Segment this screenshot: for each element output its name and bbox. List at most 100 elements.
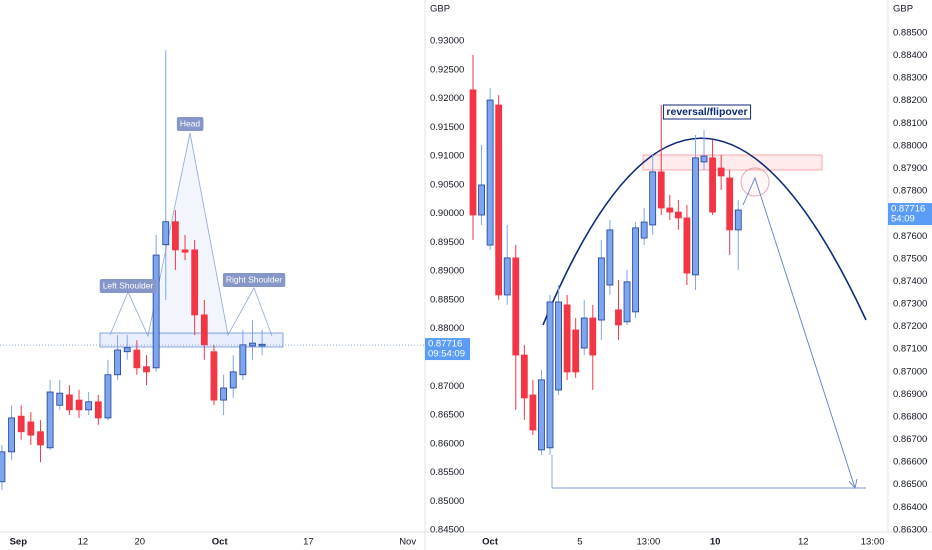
y-tick-label: 0.86300 [893,524,927,535]
candle-body [94,401,102,419]
panel: GBP 0.86300 0.86400 0.86500 0.86600 0.86700 0.… [469,4,932,548]
y-tick-label: 0.91500 [430,122,464,133]
x-tick-label: 13:00 [637,537,661,548]
candle-body [692,157,699,276]
arc [542,137,867,326]
candle-body [657,171,665,209]
candle-body [546,301,554,449]
y-tick-label: 0.85000 [430,496,464,507]
candle-body [503,257,511,296]
candle-body [133,349,141,369]
countdown-label: 09:54:09 [428,349,465,360]
y-tick-label: 0.87400 [893,276,927,287]
candle-body [726,177,734,231]
panel: GBP 0.84500 0.85000 0.85500 0.86000 0.86500 0.… [0,4,470,548]
y-tick-label: 0.86400 [893,502,927,513]
y-tick-label: 0.88200 [893,95,927,106]
circle [740,167,770,197]
candle-body [229,371,237,389]
y-tick-label: 0.87000 [430,381,464,392]
candle-body [143,366,150,373]
candle-body [512,257,520,356]
annotation-label: Right Shoulder [226,274,282,284]
candle-body [734,209,742,231]
y-tick-label: 0.84500 [430,525,464,536]
candle-body [606,229,614,286]
last-price-label: 0.87716 [891,204,925,215]
candle-body [555,301,562,391]
y-tick-label: 0.88300 [893,73,927,84]
candle-body [46,391,54,449]
y-tick-label: 0.87000 [893,366,927,377]
candle-body [589,317,597,356]
y-tick-label: 0.85500 [430,467,464,478]
x-tick-label: Oct [482,537,499,548]
y-tick-label: 0.92000 [430,93,464,104]
y-tick-label: 0.88400 [893,50,927,61]
last-price-box [425,338,470,361]
candle-body [152,254,160,369]
candle-body [666,207,674,213]
axis-unit: GBP [893,4,913,15]
y-tick-label: 0.89500 [430,237,464,248]
y-tick-label: 0.87100 [893,344,927,355]
candle-body [75,399,83,411]
y-tick-label: 0.87600 [893,231,927,242]
candle-body [615,309,622,326]
candle-body [114,349,121,376]
candle-body [181,249,189,253]
y-tick-label: 0.87500 [893,253,927,264]
y-tick-label: 0.90000 [430,208,464,219]
candle-body [700,155,708,163]
resistance-box [642,154,823,171]
candle-body [123,347,131,353]
candle-body [649,171,657,226]
reversal-drawing [542,137,867,489]
last-price-box [888,203,932,226]
candle-body [8,417,15,453]
y-tick-label: 0.86500 [893,479,927,490]
candle-body [529,394,537,431]
y-tick-label: 0.88500 [893,27,927,38]
candle-body [640,221,648,239]
candle-body [674,211,682,219]
candle-body [597,257,605,321]
candle-body [717,167,725,177]
projection-arrow [742,176,856,489]
x-tick-label: 12 [798,537,809,548]
candle-body [85,401,93,411]
y-tick-label: 0.88500 [430,294,464,305]
candle-body [56,392,64,406]
candle-body [239,344,247,376]
x-tick-label: 10 [710,537,721,548]
candle-body [495,104,503,296]
x-tick-label: 5 [577,537,582,548]
candle-body [478,184,485,216]
last-price-label: 0.87716 [428,339,462,350]
x-tick-label: 17 [303,537,314,548]
candle-body [563,304,571,373]
candle-body [258,343,266,347]
candle-body [520,354,528,399]
y-tick-label: 0.92500 [430,64,464,75]
y-tick-label: 0.91000 [430,151,464,162]
candle-body [0,451,6,483]
candle-body [709,157,716,213]
candle-body [65,394,73,411]
annotation-label: reversal/flipover [666,106,747,118]
x-tick-label: Oct [212,537,229,548]
x-tick-label: Nov [399,537,416,548]
candle-body [191,249,199,316]
y-tick-label: 0.87900 [893,163,927,174]
y-tick-label: 0.86700 [893,434,927,445]
candle-body [486,99,494,246]
candle-body [683,217,691,274]
candle-body [27,421,35,436]
y-tick-label: 0.87800 [893,186,927,197]
candle-body [210,351,218,401]
y-tick-label: 0.86500 [430,410,464,421]
candle-body [249,342,256,347]
x-tick-label: 12 [78,537,89,548]
y-tick-label: 0.86000 [430,438,464,449]
